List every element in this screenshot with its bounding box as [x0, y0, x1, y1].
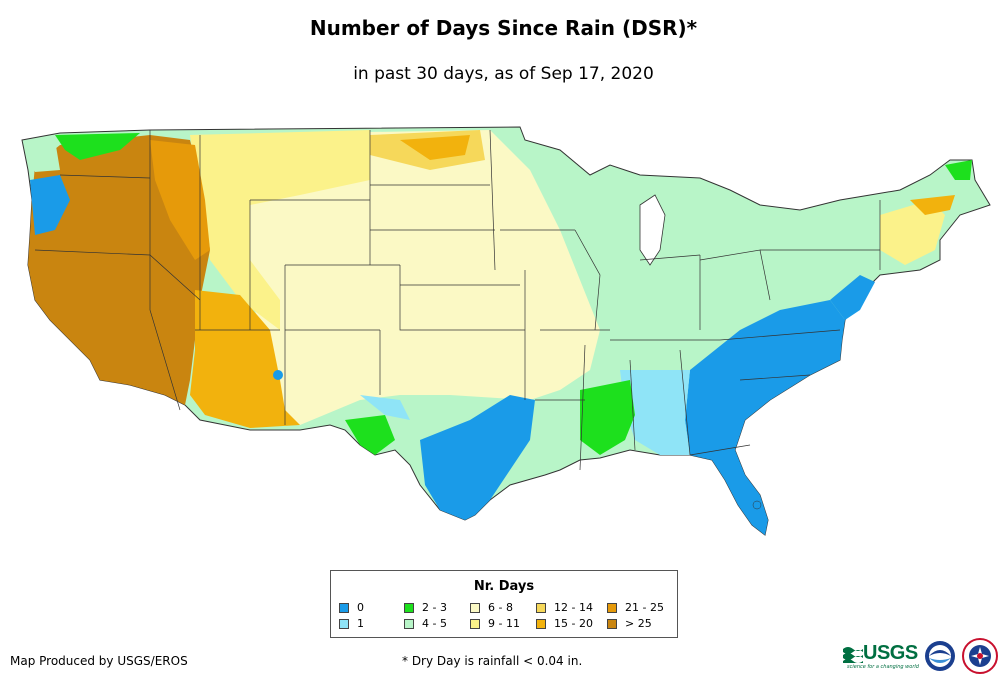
- legend-label: 9 - 11: [488, 617, 520, 630]
- legend-swatch: [404, 618, 414, 629]
- legend-item: > 25: [607, 617, 652, 630]
- legend-item: 15 - 20: [536, 617, 593, 630]
- usgs-wordmark: USGS: [863, 642, 918, 664]
- legend-label: 1: [357, 617, 364, 630]
- legend-item: 21 - 25: [607, 601, 664, 614]
- legend-label: 15 - 20: [554, 617, 593, 630]
- legend-item: 12 - 14: [536, 601, 593, 614]
- region-0-southeast: [685, 300, 845, 535]
- credit-text: Map Produced by USGS/EROS: [10, 654, 188, 668]
- legend-swatch: [339, 618, 349, 629]
- region-15-20-nv: [150, 140, 210, 260]
- region-0-wa: [30, 175, 70, 235]
- footnote-text: * Dry Day is rainfall < 0.04 in.: [402, 654, 583, 668]
- map-subtitle: in past 30 days, as of Sep 17, 2020: [353, 64, 654, 84]
- legend-swatch: [536, 602, 546, 613]
- usgs-tagline: science for a changing world: [847, 664, 919, 670]
- legend-item: 6 - 8: [470, 601, 513, 614]
- legend-item: 2 - 3: [404, 601, 447, 614]
- region-2-3-ms: [580, 380, 635, 455]
- legend-item: 1: [339, 617, 364, 630]
- region-15-20-north: [400, 135, 470, 160]
- region-2-3-me: [945, 160, 972, 180]
- legend-title: Nr. Days: [473, 579, 535, 594]
- legend-swatch: [470, 618, 480, 629]
- region-1-south: [620, 370, 690, 455]
- noaa-logo: [925, 641, 955, 671]
- map-title: Number of Days Since Rain (DSR)*: [309, 16, 698, 40]
- legend-item: 9 - 11: [470, 617, 520, 630]
- legend: Nr. Days 0 1 2 - 3 4 - 5 6 - 8 9 - 11 12 - 14 1…: [330, 570, 678, 638]
- legend-label: 21 - 25: [625, 601, 664, 614]
- region-4-5-wa: [25, 140, 60, 172]
- legend-swatch: [339, 602, 349, 613]
- state-boundaries: [34, 129, 881, 471]
- legend-swatch: [470, 602, 480, 613]
- lake-michigan: [639, 194, 666, 266]
- legend-item: 4 - 5: [404, 617, 447, 630]
- region-6-8: [190, 130, 600, 425]
- region-21-25: [190, 290, 300, 428]
- usgs-logo: USGS: [843, 642, 918, 665]
- legend-label: 4 - 5: [422, 617, 447, 630]
- region-2-3-texas: [345, 415, 395, 455]
- region-9-11-ne: [880, 200, 945, 265]
- legend-item: 0: [339, 601, 364, 614]
- legend-swatch: [607, 618, 617, 629]
- legend-swatch: [404, 602, 414, 613]
- region-1-texas: [360, 395, 410, 420]
- legend-swatch: [536, 618, 546, 629]
- legend-swatch: [607, 602, 617, 613]
- region-0-midatlantic: [830, 275, 875, 320]
- nws-logo: [962, 638, 998, 674]
- legend-label: > 25: [625, 617, 652, 630]
- usgs-wave-icon: [843, 646, 863, 663]
- legend-label: 6 - 8: [488, 601, 513, 614]
- dsr-map: [21, 126, 991, 536]
- region-2-3-wa: [55, 133, 140, 160]
- lake-okeechobee: [752, 500, 762, 510]
- legend-label: 0: [357, 601, 364, 614]
- small-lake-az: [273, 370, 283, 380]
- region-9-11: [190, 130, 370, 330]
- region-0-texas: [420, 395, 535, 520]
- region-15-20-me: [910, 195, 955, 215]
- legend-label: 12 - 14: [554, 601, 593, 614]
- legend-label: 2 - 3: [422, 601, 447, 614]
